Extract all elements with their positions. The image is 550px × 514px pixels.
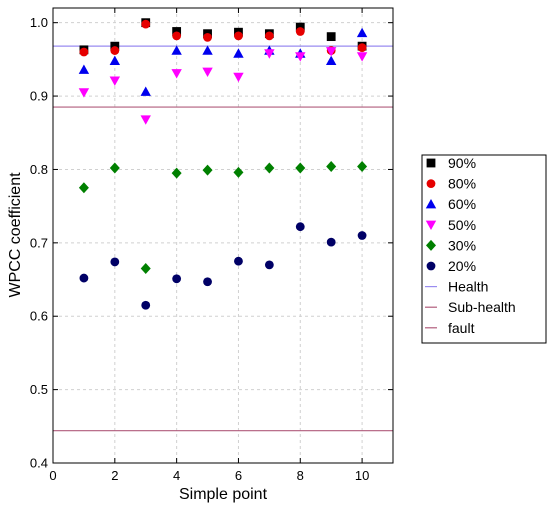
data-point [357, 161, 368, 173]
x-tick-label: 6 [235, 468, 242, 483]
y-axis-ticks: 0.4 0.5 0.6 0.7 0.8 0.9 1.0 [30, 15, 393, 471]
legend-label: 50% [448, 217, 476, 233]
data-point [141, 19, 151, 29]
data-point [109, 55, 121, 66]
data-point [110, 41, 120, 51]
data-point [203, 32, 212, 42]
x-axis-label: Simple point [179, 486, 268, 503]
grid-lines [53, 8, 393, 463]
data-point [326, 161, 337, 173]
x-tick-label: 10 [355, 468, 369, 483]
data-point [172, 31, 182, 41]
data-point [264, 260, 274, 270]
y-tick-label: 0.6 [30, 309, 48, 324]
data-point [140, 263, 151, 275]
data-point [202, 67, 213, 78]
data-point [140, 86, 151, 96]
x-tick-label: 4 [173, 468, 180, 483]
legend-label: 30% [448, 237, 476, 253]
data-point [233, 48, 244, 58]
data-point [141, 300, 151, 310]
legend-marker [426, 239, 436, 251]
data-point [295, 27, 305, 36]
x-tick-label: 8 [297, 468, 304, 483]
data-point [264, 31, 274, 41]
x-tick-label: 0 [49, 468, 56, 483]
legend-marker [426, 158, 436, 168]
y-tick-label: 0.9 [30, 89, 48, 104]
data-point [234, 256, 243, 266]
data-point [295, 22, 305, 32]
legend-label: Sub-health [448, 299, 516, 315]
data-point [79, 47, 89, 57]
data-point [326, 32, 336, 42]
data-point [78, 88, 90, 98]
data-point [110, 257, 120, 267]
data-point [295, 52, 306, 62]
y-tick-label: 0.4 [30, 456, 48, 471]
y-tick-label: 0.7 [30, 235, 48, 250]
legend-marker [426, 179, 436, 189]
data-point [78, 64, 90, 74]
data-point [233, 72, 244, 83]
data-point [78, 182, 89, 194]
data-points [78, 18, 368, 310]
data-point [356, 52, 368, 62]
y-axis-label: WPCC coefficient [7, 172, 24, 298]
data-point [110, 46, 120, 55]
legend-label: 60% [448, 196, 476, 212]
legend: 90% 80% 60% 50% 30% 20% Health Sub-health fault [421, 154, 547, 344]
data-point [202, 45, 213, 55]
legend-marker [426, 261, 436, 271]
data-point [172, 274, 182, 284]
data-point [356, 27, 368, 38]
data-point [171, 45, 182, 55]
y-tick-label: 1.0 [30, 15, 48, 30]
data-point [357, 231, 367, 240]
legend-marker [425, 199, 437, 209]
data-point [264, 162, 275, 174]
data-point [171, 167, 182, 179]
data-point [326, 237, 336, 247]
legend-label: 20% [448, 258, 476, 274]
data-point [202, 164, 213, 176]
data-point [203, 277, 212, 287]
x-axis-ticks: 0 2 4 6 8 10 [49, 8, 369, 483]
reference-lines [53, 45, 393, 432]
data-point [109, 162, 120, 174]
data-point [79, 273, 89, 283]
data-point [172, 27, 182, 36]
plot-frame [52, 7, 394, 464]
legend-label: 90% [448, 155, 476, 171]
legend-label: 80% [448, 176, 476, 192]
data-point [171, 69, 182, 79]
data-point [357, 43, 367, 53]
legend-box [421, 154, 547, 344]
y-tick-label: 0.8 [30, 162, 48, 177]
data-point [325, 55, 337, 66]
data-point [140, 115, 151, 125]
x-tick-label: 2 [111, 468, 118, 483]
data-point [264, 49, 275, 59]
legend-label: Health [448, 279, 488, 295]
y-tick-label: 0.5 [30, 382, 48, 397]
data-point [295, 162, 306, 174]
data-point [234, 31, 243, 41]
data-point [233, 166, 244, 178]
data-point [325, 47, 337, 57]
legend-label: fault [448, 320, 475, 336]
legend-marker [425, 220, 437, 230]
data-point [109, 76, 121, 86]
data-point [295, 222, 305, 232]
